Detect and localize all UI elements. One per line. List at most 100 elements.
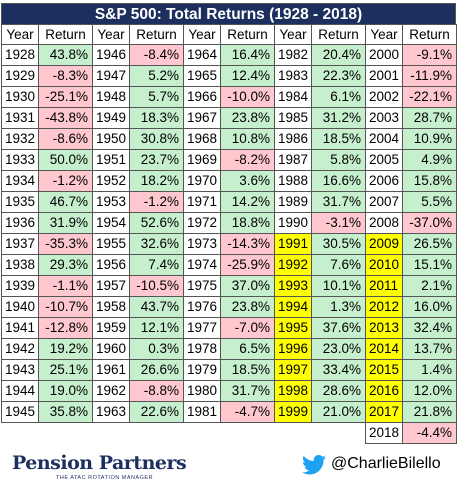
return-cell: -1.2%	[38, 170, 93, 192]
tagline: THE ATAC ROTATION MANAGER	[56, 475, 154, 481]
return-cell: -35.3%	[38, 233, 93, 255]
return-header: Return	[38, 24, 93, 45]
year-cell: 2005	[365, 149, 403, 171]
year-cell: 1946	[92, 44, 130, 66]
return-cell: 23.0%	[311, 338, 366, 360]
return-cell: 6.5%	[220, 338, 275, 360]
year-cell: 1951	[92, 149, 130, 171]
return-cell: 18.5%	[311, 128, 366, 150]
return-cell: 5.2%	[129, 65, 184, 87]
return-cell: 43.8%	[38, 44, 93, 66]
return-cell: 0.3%	[129, 338, 184, 360]
year-cell: 1954	[92, 212, 130, 234]
year-cell: 2000	[365, 44, 403, 66]
year-cell: 2004	[365, 128, 403, 150]
year-cell: 2017	[365, 401, 403, 423]
return-cell: 15.8%	[402, 170, 457, 192]
return-cell: 32.4%	[402, 317, 457, 339]
return-cell: 28.7%	[402, 107, 457, 129]
year-cell: 1984	[274, 86, 312, 108]
year-cell: 1968	[183, 128, 221, 150]
year-cell: 1948	[92, 86, 130, 108]
year-cell: 1965	[183, 65, 221, 87]
year-cell: 1995	[274, 317, 312, 339]
year-cell: 1970	[183, 170, 221, 192]
year-cell: 1969	[183, 149, 221, 171]
return-cell: 18.3%	[129, 107, 184, 129]
year-cell: 2012	[365, 296, 403, 318]
return-cell: -10.0%	[220, 86, 275, 108]
year-cell: 1989	[274, 191, 312, 213]
year-cell: 1987	[274, 149, 312, 171]
year-cell: 1936	[1, 212, 39, 234]
return-cell: 20.4%	[311, 44, 366, 66]
year-cell: 1973	[183, 233, 221, 255]
year-cell: 1993	[274, 275, 312, 297]
return-header: Return	[220, 24, 275, 45]
return-cell: -14.3%	[220, 233, 275, 255]
year-cell: 1967	[183, 107, 221, 129]
year-cell: 1947	[92, 65, 130, 87]
return-cell: 1.3%	[311, 296, 366, 318]
year-cell: 1979	[183, 359, 221, 381]
return-cell: -10.7%	[38, 296, 93, 318]
logo: Pension Partners	[12, 452, 187, 474]
return-cell: 7.6%	[311, 254, 366, 276]
year-cell: 2001	[365, 65, 403, 87]
return-cell: -8.4%	[129, 44, 184, 66]
year-cell: 1935	[1, 191, 39, 213]
return-cell: -11.9%	[402, 65, 457, 87]
year-cell: 2010	[365, 254, 403, 276]
year-cell: 1937	[1, 233, 39, 255]
year-cell: 1964	[183, 44, 221, 66]
return-cell: -4.7%	[220, 401, 275, 423]
return-cell: -3.1%	[311, 212, 366, 234]
year-cell: 2011	[365, 275, 403, 297]
return-cell: -25.1%	[38, 86, 93, 108]
return-cell: 31.9%	[38, 212, 93, 234]
year-cell: 1949	[92, 107, 130, 129]
return-cell: 6.1%	[311, 86, 366, 108]
return-cell: 16.4%	[220, 44, 275, 66]
year-cell: 1958	[92, 296, 130, 318]
return-cell: 26.5%	[402, 233, 457, 255]
return-cell: 37.6%	[311, 317, 366, 339]
year-cell: 2014	[365, 338, 403, 360]
year-cell: 1972	[183, 212, 221, 234]
year-cell: 1956	[92, 254, 130, 276]
year-cell: 1985	[274, 107, 312, 129]
return-cell: 30.8%	[129, 128, 184, 150]
year-cell: 1980	[183, 380, 221, 402]
return-cell: 23.8%	[220, 107, 275, 129]
return-cell: 23.8%	[220, 296, 275, 318]
year-cell: 1934	[1, 170, 39, 192]
return-cell: 19.0%	[38, 380, 93, 402]
return-cell: 16.0%	[402, 296, 457, 318]
year-cell: 1997	[274, 359, 312, 381]
return-cell: 10.1%	[311, 275, 366, 297]
return-cell: -8.8%	[129, 380, 184, 402]
return-cell: -9.1%	[402, 44, 457, 66]
year-cell: 1933	[1, 149, 39, 171]
return-cell: 22.6%	[129, 401, 184, 423]
return-header: Return	[402, 24, 457, 45]
year-cell: 1932	[1, 128, 39, 150]
return-cell: 19.2%	[38, 338, 93, 360]
year-cell: 1983	[274, 65, 312, 87]
year-cell: 2009	[365, 233, 403, 255]
return-cell: 14.2%	[220, 191, 275, 213]
year-cell: 2018	[365, 422, 403, 444]
return-cell: 10.8%	[220, 128, 275, 150]
year-cell: 1938	[1, 254, 39, 276]
year-header: Year	[274, 24, 312, 45]
return-cell: -7.0%	[220, 317, 275, 339]
return-cell: 16.6%	[311, 170, 366, 192]
return-cell: 52.6%	[129, 212, 184, 234]
year-cell: 1999	[274, 401, 312, 423]
year-cell: 1959	[92, 317, 130, 339]
return-cell: 21.8%	[402, 401, 457, 423]
year-cell: 1986	[274, 128, 312, 150]
return-cell: 31.2%	[311, 107, 366, 129]
return-cell: -37.0%	[402, 212, 457, 234]
